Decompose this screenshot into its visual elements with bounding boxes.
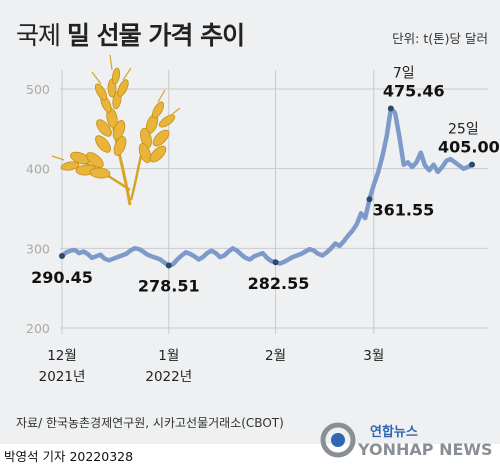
- data-point-marker: [469, 161, 475, 168]
- data-point-marker: [387, 105, 394, 112]
- data-point-marker: [272, 259, 279, 266]
- price-line: [59, 106, 475, 268]
- x-tick-label: 3월: [363, 348, 384, 364]
- value-label: 405.00: [438, 138, 500, 157]
- data-point-marker: [59, 252, 65, 259]
- x-tick-year-label: 2022년: [145, 369, 192, 385]
- value-label: 361.55: [373, 200, 435, 219]
- date-label: 25일: [448, 122, 479, 138]
- line-chart: 200 300 400 500 12월 2021년 1월 2022년 2월 3월: [26, 54, 500, 385]
- value-label: 282.55: [248, 274, 310, 293]
- x-tick-label: 12월: [47, 348, 77, 364]
- value-label: 290.45: [31, 268, 93, 287]
- x-axis: 12월 2021년 1월 2022년 2월 3월: [39, 348, 385, 385]
- chart-card: [0, 0, 500, 444]
- chart-title: 국제 밀 선물 가격 추이: [16, 21, 245, 50]
- logo-top-text: 연합뉴스: [370, 424, 418, 440]
- data-point-marker: [165, 262, 172, 269]
- byline: 박영석 기자 20220328: [4, 449, 134, 464]
- x-tick-label: 2월: [265, 348, 286, 364]
- y-tick-label: 500: [26, 82, 50, 97]
- yonhap-logo: 연합뉴스 YONHAP NEWS: [320, 422, 493, 459]
- x-tick-year-label: 2021년: [39, 369, 86, 385]
- value-label: 475.46: [383, 82, 445, 101]
- source-note: 자료/ 한국농촌경제연구원, 시카고선물거래소(CBOT): [16, 416, 284, 430]
- date-label: 7일: [393, 66, 415, 82]
- y-tick-label: 300: [26, 241, 50, 256]
- y-tick-label: 400: [26, 162, 50, 177]
- y-tick-label: 200: [26, 321, 50, 336]
- chart-grid: [60, 70, 488, 334]
- value-label: 278.51: [138, 276, 200, 295]
- data-point-marker: [366, 196, 373, 203]
- logo-bottom-text: YONHAP NEWS: [357, 440, 493, 459]
- wheat-icon: [51, 54, 181, 206]
- x-tick-label: 1월: [158, 348, 179, 364]
- y-axis: 200 300 400 500: [26, 82, 50, 336]
- unit-label: 단위: t(톤)당 달러: [392, 31, 488, 46]
- yonhap-globe-icon: [320, 422, 356, 458]
